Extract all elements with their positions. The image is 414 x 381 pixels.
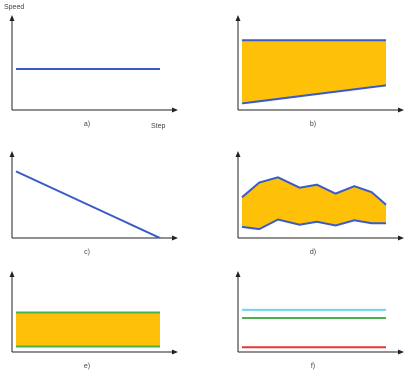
y-axis-arrow (235, 151, 241, 157)
band-fill (242, 177, 386, 230)
panel-label: e) (84, 363, 90, 370)
panel-label: a) (84, 121, 90, 128)
panel-2: b) (235, 15, 404, 128)
x-unit-label: Step (151, 123, 166, 130)
y-axis-arrow (9, 271, 15, 277)
panels: a) b) c) d) e) f) (9, 15, 404, 370)
y-axis-arrow (9, 151, 15, 157)
series-line-1 (15, 170, 161, 239)
panel-3: c) (9, 151, 178, 256)
x-axis-arrow (172, 235, 178, 241)
x-axis-arrow (398, 235, 404, 241)
x-axis-arrow (398, 107, 404, 113)
panel-label: d) (310, 249, 316, 256)
panel-label: c) (84, 249, 90, 256)
band-lower-line (241, 84, 387, 105)
band-lower-line (241, 218, 386, 231)
y-unit-label: Speed (4, 4, 24, 11)
band-upper-line (241, 176, 387, 206)
y-axis-arrow (235, 15, 241, 21)
panel-label: f) (311, 363, 315, 370)
panel-4: d) (235, 151, 404, 256)
panel-6: f) (235, 271, 404, 370)
x-axis-arrow (172, 349, 178, 355)
panel-5: e) (9, 271, 178, 370)
y-axis-arrow (235, 271, 241, 277)
x-axis-arrow (172, 107, 178, 113)
panel-label: b) (310, 121, 316, 128)
band-fill (242, 40, 386, 104)
band-fill (16, 312, 160, 347)
panel-1: a) (9, 15, 178, 128)
x-axis-arrow (398, 349, 404, 355)
y-axis-arrow (9, 15, 15, 21)
